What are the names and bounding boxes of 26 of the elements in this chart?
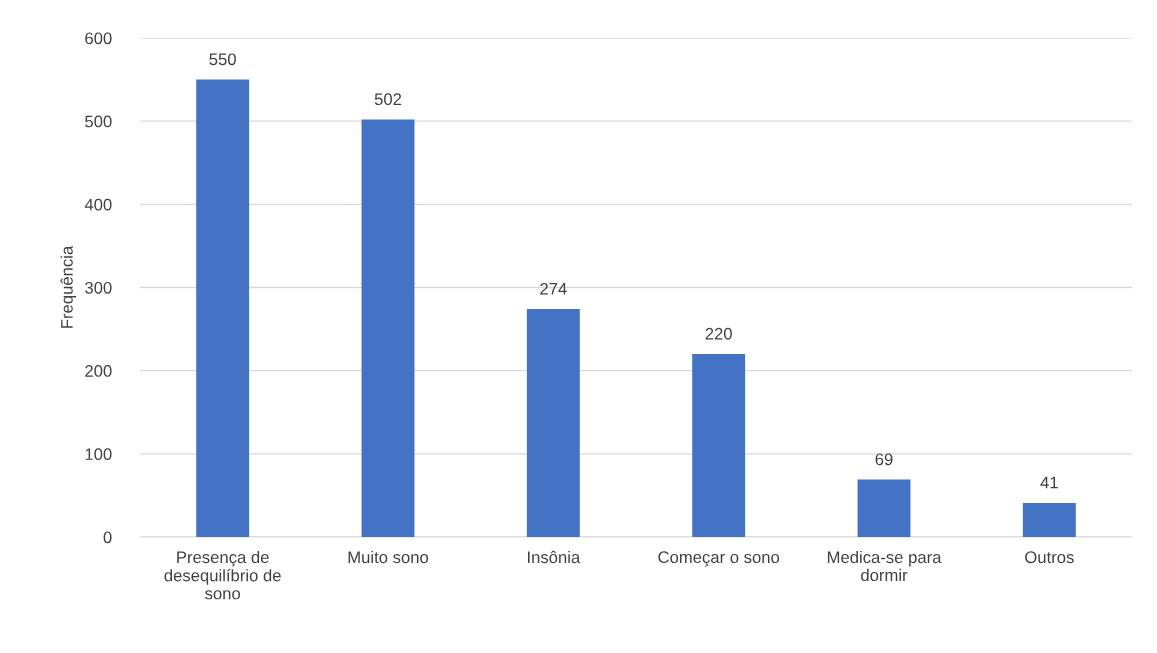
x-tick-label: Muito sono — [348, 550, 429, 564]
bar — [361, 119, 415, 537]
x-tick-label: Insônia — [528, 550, 581, 564]
x-tick-label: Outros — [1025, 551, 1074, 564]
y-tick-label: 300 — [85, 281, 112, 294]
y-tick-label: 500 — [85, 115, 112, 128]
y-tick-label: 600 — [85, 32, 112, 45]
data-label: 41 — [1040, 476, 1058, 489]
data-label: 502 — [374, 93, 402, 106]
y-tick-label: 100 — [85, 448, 112, 461]
y-tick-label: 400 — [84, 198, 112, 211]
x-tick-label: Medica-se para dormir — [827, 550, 942, 582]
x-tick-label: Presença de desequilíbrio de sono — [164, 550, 281, 600]
bar — [1022, 502, 1076, 537]
data-label: 274 — [540, 282, 567, 295]
y-axis-title: Frequência — [60, 245, 77, 328]
bar — [196, 79, 250, 537]
bar — [526, 309, 580, 537]
bar — [692, 354, 746, 537]
data-label: 220 — [705, 327, 732, 340]
data-label: 69 — [875, 453, 893, 466]
data-label: 550 — [209, 53, 236, 66]
x-tick-label: Começar o sono — [658, 551, 780, 567]
y-tick-label: 0 — [103, 531, 112, 544]
y-tick-label: 200 — [85, 365, 112, 377]
bar — [857, 479, 911, 537]
